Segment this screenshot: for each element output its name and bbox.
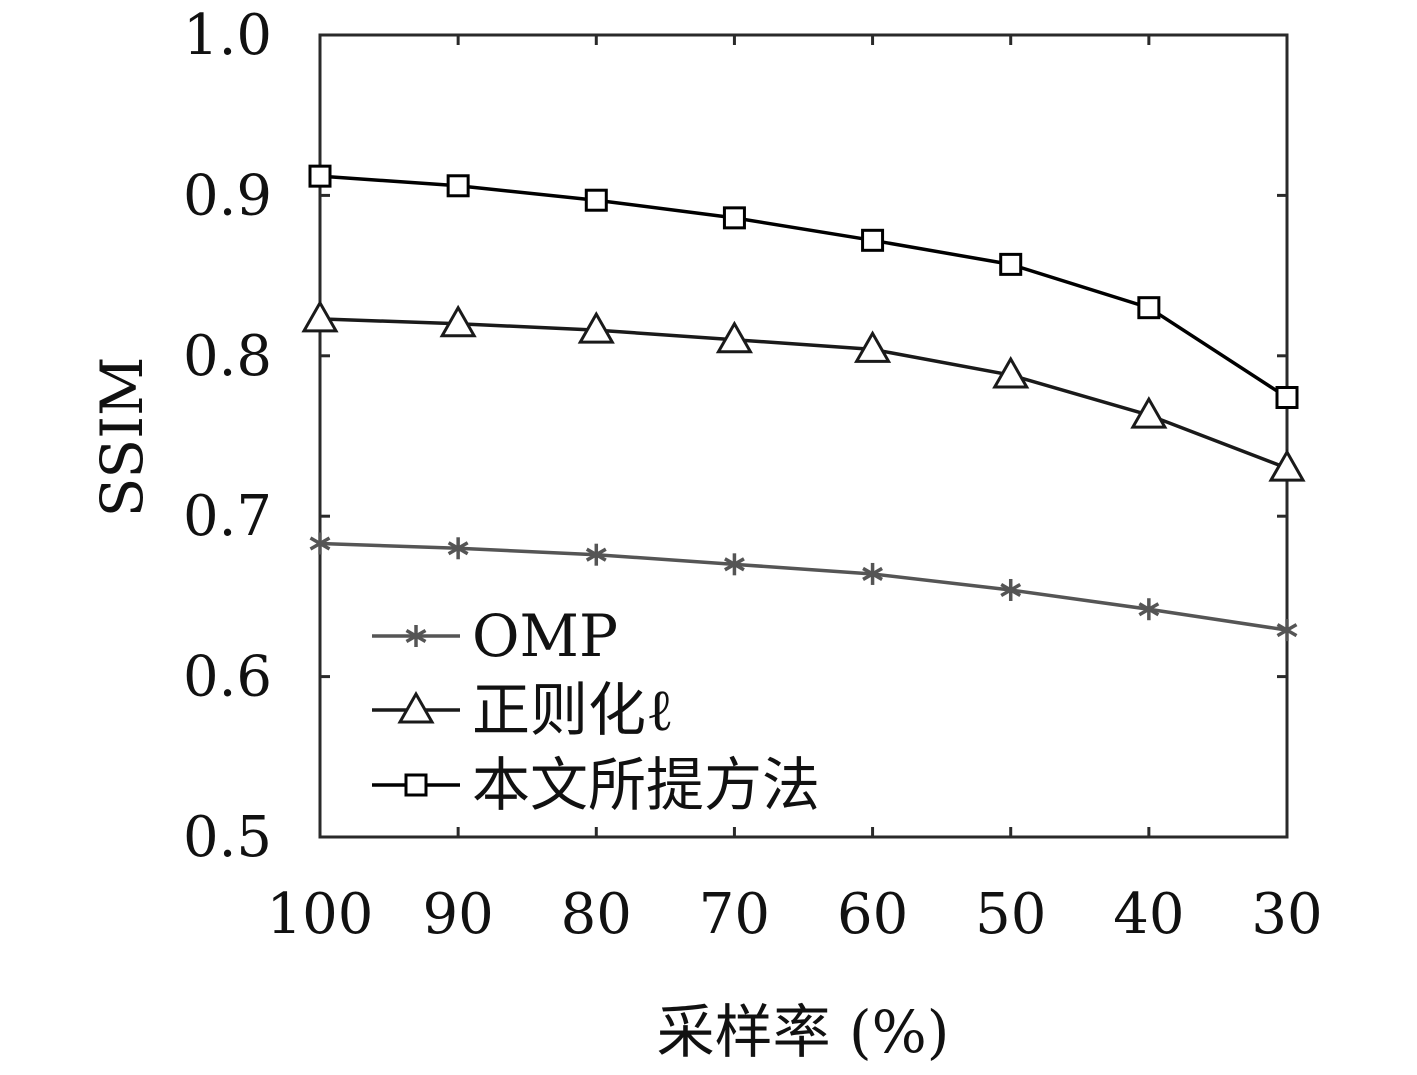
data-point: [1275, 386, 1299, 410]
data-point: [447, 537, 469, 560]
x-tick-label: 60: [837, 882, 908, 947]
x-tick-label: 40: [1113, 882, 1184, 947]
x-tick-label: 70: [699, 882, 770, 947]
data-point: [992, 356, 1030, 389]
data-point: [1130, 396, 1168, 429]
data-point: [724, 553, 745, 576]
legend-marker: [397, 690, 435, 724]
legend-label: 本文所提方法: [472, 751, 820, 819]
data-point: [1000, 578, 1022, 601]
data-point: [722, 206, 746, 230]
series-0: [309, 532, 1298, 642]
y-tick-label: 0.9: [183, 163, 272, 228]
legend-entry: 本文所提方法: [372, 751, 820, 819]
data-point: [1137, 296, 1161, 320]
data-point: [446, 174, 470, 198]
y-tick-label: 0.5: [183, 805, 272, 870]
y-tick-label: 1.0: [183, 3, 272, 68]
legend-entry: 正则化ℓ: [372, 676, 674, 744]
series-2: [308, 164, 1299, 410]
data-point: [1138, 598, 1160, 621]
data-point: [301, 299, 339, 333]
legend-entry: OMP: [372, 602, 618, 670]
x-axis-title: 采样率 (%): [657, 998, 950, 1066]
data-point: [1268, 449, 1306, 482]
y-tick-label: 0.8: [183, 324, 272, 389]
series-line: [319, 174, 1288, 399]
data-point: [862, 562, 883, 585]
series-1: [301, 299, 1306, 482]
y-axis-title: SSIM: [88, 357, 156, 518]
plot-frame: [318, 33, 1289, 839]
data-point: [309, 532, 331, 555]
data-point: [577, 311, 615, 344]
series-line: [319, 317, 1288, 470]
data-point: [715, 320, 754, 354]
legend-label: 正则化ℓ: [472, 676, 674, 744]
x-tick-label: 30: [1251, 882, 1322, 947]
x-tick-label: 100: [267, 882, 374, 947]
data-point: [585, 543, 607, 566]
data-point: [1276, 619, 1298, 642]
y-tick-label: 0.7: [183, 484, 272, 549]
y-tick-label: 0.6: [183, 645, 272, 710]
data-point: [853, 330, 892, 363]
x-tick-label: 80: [561, 882, 632, 947]
data-point: [861, 228, 885, 252]
legend-marker: [404, 773, 428, 797]
x-tick-label: 90: [423, 882, 494, 947]
x-tick-label: 50: [975, 882, 1046, 947]
legend-marker: [405, 625, 427, 647]
data-point: [999, 252, 1023, 276]
axes-group: 0.5 0.6 0.7 0.8 0.9 1.0 100 90 80 70 60 50 40 30: [183, 3, 1323, 947]
data-point: [439, 304, 477, 338]
series-line: [319, 541, 1288, 632]
data-point: [308, 164, 332, 188]
series-group: [301, 164, 1306, 642]
data-point: [584, 188, 608, 212]
legend-label: OMP: [472, 602, 618, 670]
